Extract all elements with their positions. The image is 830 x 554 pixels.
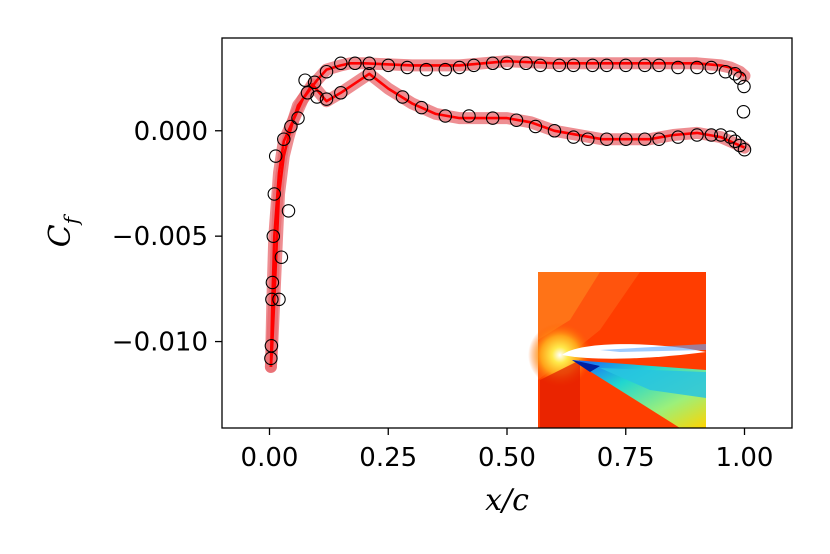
reference-marker	[467, 58, 481, 73]
reference-marker	[566, 130, 581, 144]
reference-marker	[334, 56, 348, 71]
x-tick-label: 0.25	[359, 443, 417, 473]
reference-marker	[619, 58, 633, 73]
reference-marker	[334, 86, 348, 100]
reference-marker	[362, 56, 377, 71]
reference-marker	[414, 100, 429, 115]
reference-marker	[266, 229, 281, 243]
y-axis-label: Cf	[43, 213, 83, 247]
prediction-line	[269, 59, 746, 367]
reference-marker	[728, 134, 742, 149]
reference-marker	[462, 109, 476, 123]
reference-marker	[723, 130, 738, 144]
reference-marker	[267, 187, 282, 201]
y-tick-label: −0.010	[112, 328, 208, 358]
reference-marker	[307, 75, 322, 90]
reference-marker	[298, 73, 312, 87]
reference-marker	[652, 58, 666, 73]
reference-marker	[552, 58, 567, 73]
reference-marker	[732, 138, 747, 153]
reference-marker	[265, 275, 280, 290]
reference-marker	[671, 60, 685, 75]
reference-marker	[272, 292, 286, 307]
reference-marker	[704, 128, 719, 142]
prediction-line	[269, 72, 746, 367]
reference-marker	[268, 149, 283, 163]
reference-marker	[509, 113, 524, 127]
reference-marker	[718, 64, 733, 79]
reference-marker	[500, 56, 514, 71]
reference-marker	[652, 132, 666, 146]
reference-marker	[284, 119, 298, 134]
reference-marker	[737, 79, 751, 94]
y-tick-label: 0.000	[134, 117, 208, 147]
reference-marker	[690, 128, 704, 142]
reference-marker	[581, 132, 595, 146]
reference-marker	[566, 58, 581, 73]
reference-marker	[281, 204, 296, 218]
x-tick-label: 0.00	[241, 443, 299, 473]
reference-marker	[533, 58, 548, 73]
reference-marker	[528, 119, 543, 134]
reference-marker	[737, 142, 752, 157]
reference-marker	[362, 67, 377, 81]
reference-marker	[452, 60, 467, 75]
reference-marker	[319, 64, 334, 79]
reference-marker	[300, 86, 315, 100]
x-tick-label: 0.75	[597, 443, 655, 473]
reference-marker	[485, 111, 500, 125]
reference-marker	[419, 62, 434, 77]
reference-marker	[599, 58, 614, 73]
reference-marker	[599, 132, 614, 146]
reference-marker	[381, 58, 396, 73]
reference-marker	[690, 60, 704, 75]
x-tick-label: 0.50	[478, 443, 536, 473]
reference-marker	[438, 109, 453, 123]
reference-marker	[400, 60, 415, 75]
reference-marker	[485, 56, 500, 71]
reference-marker	[736, 105, 751, 119]
reference-marker	[585, 58, 600, 73]
reference-marker	[547, 124, 562, 138]
airflow-contour-inset	[528, 272, 706, 428]
reference-marker	[638, 132, 652, 146]
reference-marker	[438, 62, 453, 77]
reference-marker	[274, 250, 289, 264]
reference-marker	[519, 56, 533, 71]
x-tick-label: 1.00	[716, 443, 774, 473]
reference-marker	[277, 132, 291, 146]
reference-marker	[319, 92, 334, 106]
reference-marker	[619, 132, 633, 146]
reference-marker	[638, 58, 652, 73]
reference-marker	[264, 339, 279, 353]
reference-marker	[265, 292, 279, 307]
x-axis-label: x/c	[485, 483, 529, 518]
reference-marker	[728, 67, 742, 81]
reference-marker	[395, 90, 410, 104]
y-axis-label-main: C	[43, 224, 78, 247]
reference-marker	[291, 111, 305, 125]
reference-marker	[671, 130, 685, 144]
reference-marker	[348, 56, 362, 71]
y-axis-label-sub: f	[59, 213, 83, 226]
reference-marker	[714, 128, 728, 142]
y-tick-label: −0.005	[112, 222, 208, 252]
reference-marker	[732, 71, 747, 85]
reference-marker	[704, 60, 719, 75]
reference-marker	[310, 90, 324, 104]
